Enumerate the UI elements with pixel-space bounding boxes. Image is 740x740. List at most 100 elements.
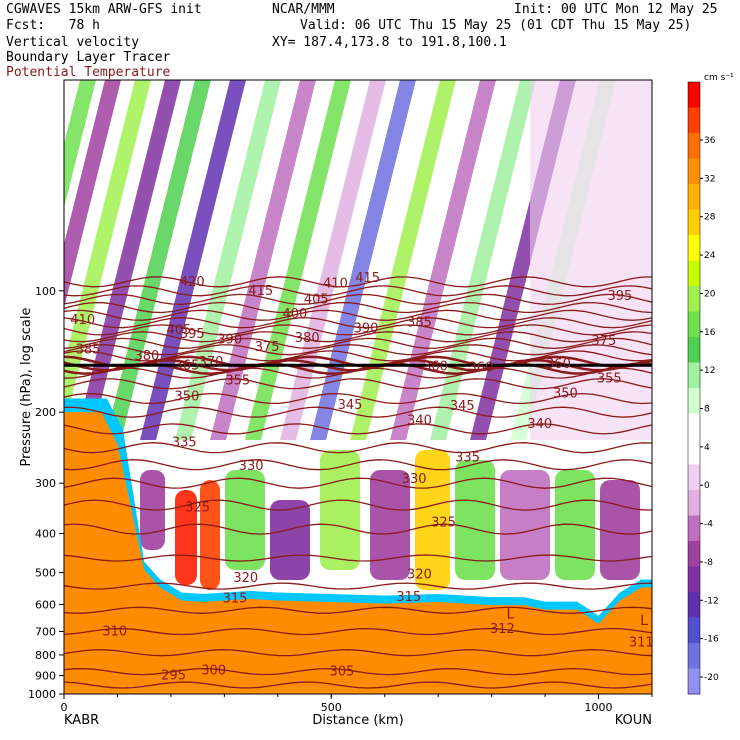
colorbar-frame <box>687 81 701 695</box>
y-tick-label: 100 <box>35 285 56 298</box>
theta-label: 310 <box>102 625 127 640</box>
theta-label: 355 <box>225 374 250 389</box>
w-cell <box>175 490 197 585</box>
wave-band <box>175 80 281 440</box>
theta-label: 405 <box>167 323 192 338</box>
y-tick-label: 500 <box>35 567 56 580</box>
y-tick-label: 600 <box>35 599 56 612</box>
potential-temperature-contours <box>64 276 652 689</box>
colorbar-tick-label: 0 <box>704 481 710 491</box>
colorbar-units: cm s⁻¹ <box>704 73 734 83</box>
colorbar-segment <box>688 668 700 695</box>
theta-label: 385 <box>407 316 432 331</box>
isentrope <box>64 627 652 636</box>
w-cell <box>370 470 410 580</box>
colorbar-segment <box>688 541 700 567</box>
theta-label: 420 <box>180 275 205 290</box>
wave-band <box>245 80 351 440</box>
isentrope <box>64 331 652 343</box>
colorbar-segment <box>688 643 700 669</box>
colorbar-segment <box>688 107 700 134</box>
isentrope <box>64 523 652 535</box>
y-axis: 100 200 300 400 500 600 700 800 900 1000 <box>28 285 64 701</box>
theta-label: 375 <box>255 340 280 355</box>
theta-label: 380 <box>134 349 159 364</box>
surface-layer <box>64 686 652 694</box>
colorbar-tick-label: -12 <box>704 596 719 606</box>
theta-label: 315 <box>396 590 421 605</box>
theta-label: 305 <box>330 665 355 680</box>
field-vertical-velocity: Vertical velocity <box>6 35 140 50</box>
w-cell <box>270 500 310 580</box>
isentrope <box>64 392 652 405</box>
colorbar-segment <box>688 260 700 287</box>
colorbar-tick-label: 28 <box>704 213 716 223</box>
colorbar-tick-label: 4 <box>704 443 710 453</box>
theta-label: 345 <box>338 398 363 413</box>
init-time: Init: 00 UTC Mon 12 May 25 <box>514 2 718 17</box>
colorbar-segment <box>688 515 700 542</box>
colorbar-segment <box>688 133 700 159</box>
theta-label: 365 <box>175 358 200 373</box>
theta-label: 355 <box>597 372 622 387</box>
y-tick-label: 400 <box>35 528 56 541</box>
low-marker: L <box>506 606 514 622</box>
isentrope <box>64 667 652 676</box>
theta-label: 395 <box>608 289 633 304</box>
colorbar-tick-label: 16 <box>704 328 716 338</box>
theta-label: 330 <box>239 459 264 474</box>
theta-label: 340 <box>527 417 552 432</box>
y-tick-label: 800 <box>35 649 56 662</box>
field-boundary-layer-tracer: Boundary Layer Tracer <box>6 50 171 65</box>
theta-label: 360 <box>546 357 571 372</box>
boundary-layer-tracer <box>64 398 652 694</box>
colorbar-segment <box>688 592 700 618</box>
plot-frame <box>63 79 653 695</box>
vertical-velocity-field <box>64 80 652 590</box>
colorbar-segment <box>688 235 700 261</box>
wave-band <box>350 80 456 440</box>
model-title: CGWAVES 15km ARW-GFS init <box>6 2 202 17</box>
colorbar-segment <box>688 82 700 108</box>
colorbar-tick-label: -8 <box>704 558 713 568</box>
colorbar-segment <box>688 311 700 338</box>
isentrope <box>64 477 652 489</box>
y-tick-label: 700 <box>35 626 56 639</box>
isentrope <box>64 276 652 288</box>
isentrope <box>64 649 652 657</box>
y-axis-title: Pressure (hPa), log scale <box>19 308 34 467</box>
colorbar-tick-label: 20 <box>704 289 716 299</box>
x-tick-label: 1000 <box>585 701 613 714</box>
theta-label: 325 <box>431 515 456 530</box>
isentrope <box>64 293 652 305</box>
colorbar-segment <box>688 184 700 210</box>
isentrope <box>64 423 652 435</box>
theta-label: 350 <box>175 390 200 405</box>
theta-label: 340 <box>407 414 432 429</box>
theta-label: 345 <box>450 399 475 414</box>
theta-label: 360 <box>423 359 448 374</box>
colorbar-segment <box>688 337 700 363</box>
colorbar-segment <box>688 286 700 312</box>
wave-band <box>390 80 496 440</box>
x-tick-label: 0 <box>61 701 68 714</box>
field-potential-temperature: Potential Temperature <box>6 65 171 80</box>
theta-label: 395 <box>180 327 205 342</box>
y-tick-label: 900 <box>35 670 56 683</box>
y-tick-label: 300 <box>35 477 56 490</box>
theta-label: 330 <box>402 472 427 487</box>
x-axis-title: Distance (km) <box>312 713 403 728</box>
isentrope <box>64 606 652 614</box>
wave-band <box>210 80 316 440</box>
isentrope <box>64 301 652 314</box>
isentrope <box>64 337 652 350</box>
w-cell <box>455 460 495 580</box>
theta-label: 405 <box>304 292 329 307</box>
w-cell <box>600 480 640 580</box>
theta-label: 300 <box>201 664 226 679</box>
colorbar-tick-label: -20 <box>704 673 719 683</box>
colorbar-tick-label: 8 <box>704 405 710 415</box>
wave-band <box>280 80 386 440</box>
theta-labels: 4204154154104104054054003953953903903853… <box>70 271 653 683</box>
theta-label: 380 <box>295 331 320 346</box>
